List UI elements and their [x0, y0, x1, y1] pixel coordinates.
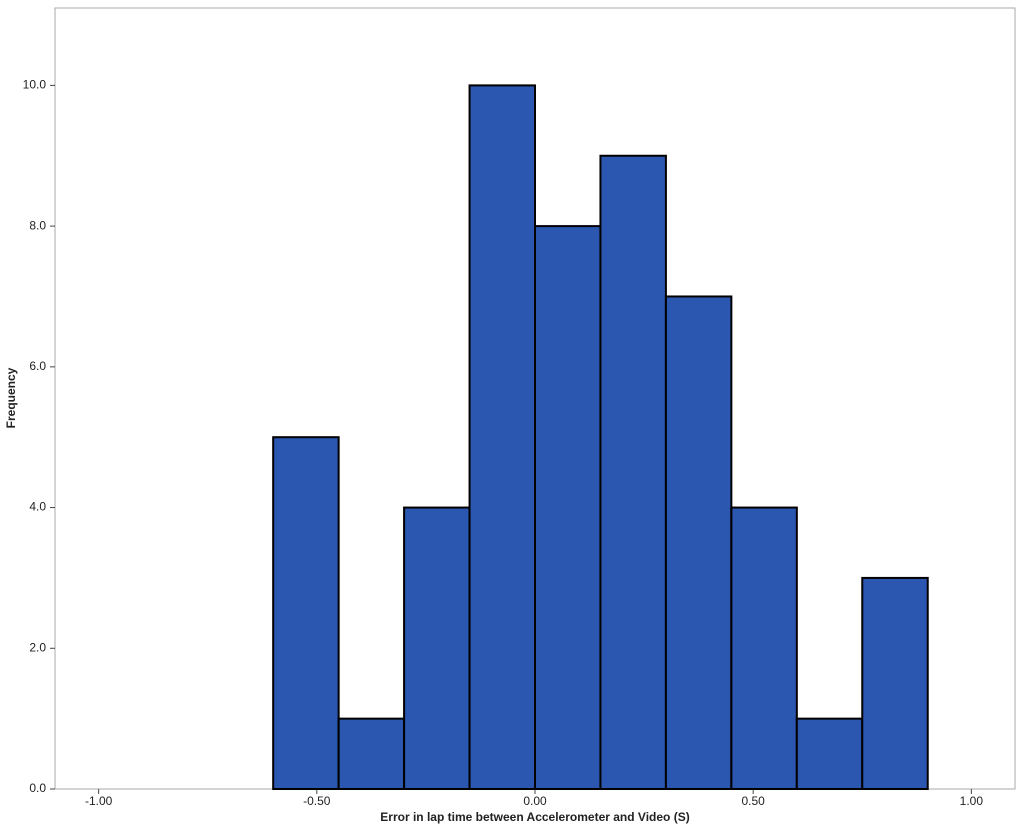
bar	[403, 506, 471, 790]
bar	[599, 154, 667, 790]
y-tick-label: 4.0	[29, 500, 46, 514]
bar	[664, 295, 733, 790]
bar	[795, 717, 864, 791]
bar	[730, 506, 798, 790]
y-tick-label: 10.0	[23, 78, 47, 92]
x-tick-label: 0.00	[523, 794, 547, 808]
y-tick-label: 0.0	[29, 781, 46, 795]
y-axis-title: Frequency	[4, 367, 18, 428]
bar	[534, 225, 602, 790]
x-tick-label: -0.50	[303, 794, 331, 808]
x-tick-label: 0.50	[742, 794, 766, 808]
bar	[861, 576, 929, 791]
bar	[337, 717, 406, 791]
x-axis-title: Error in lap time between Accelerometer …	[380, 810, 689, 824]
y-tick-label: 2.0	[29, 640, 46, 654]
y-tick-label: 8.0	[29, 218, 46, 232]
y-tick-label: 6.0	[29, 359, 46, 373]
x-tick-label: -1.00	[85, 794, 113, 808]
bar	[272, 436, 340, 790]
bar	[468, 84, 536, 790]
x-tick-label: 1.00	[960, 794, 984, 808]
